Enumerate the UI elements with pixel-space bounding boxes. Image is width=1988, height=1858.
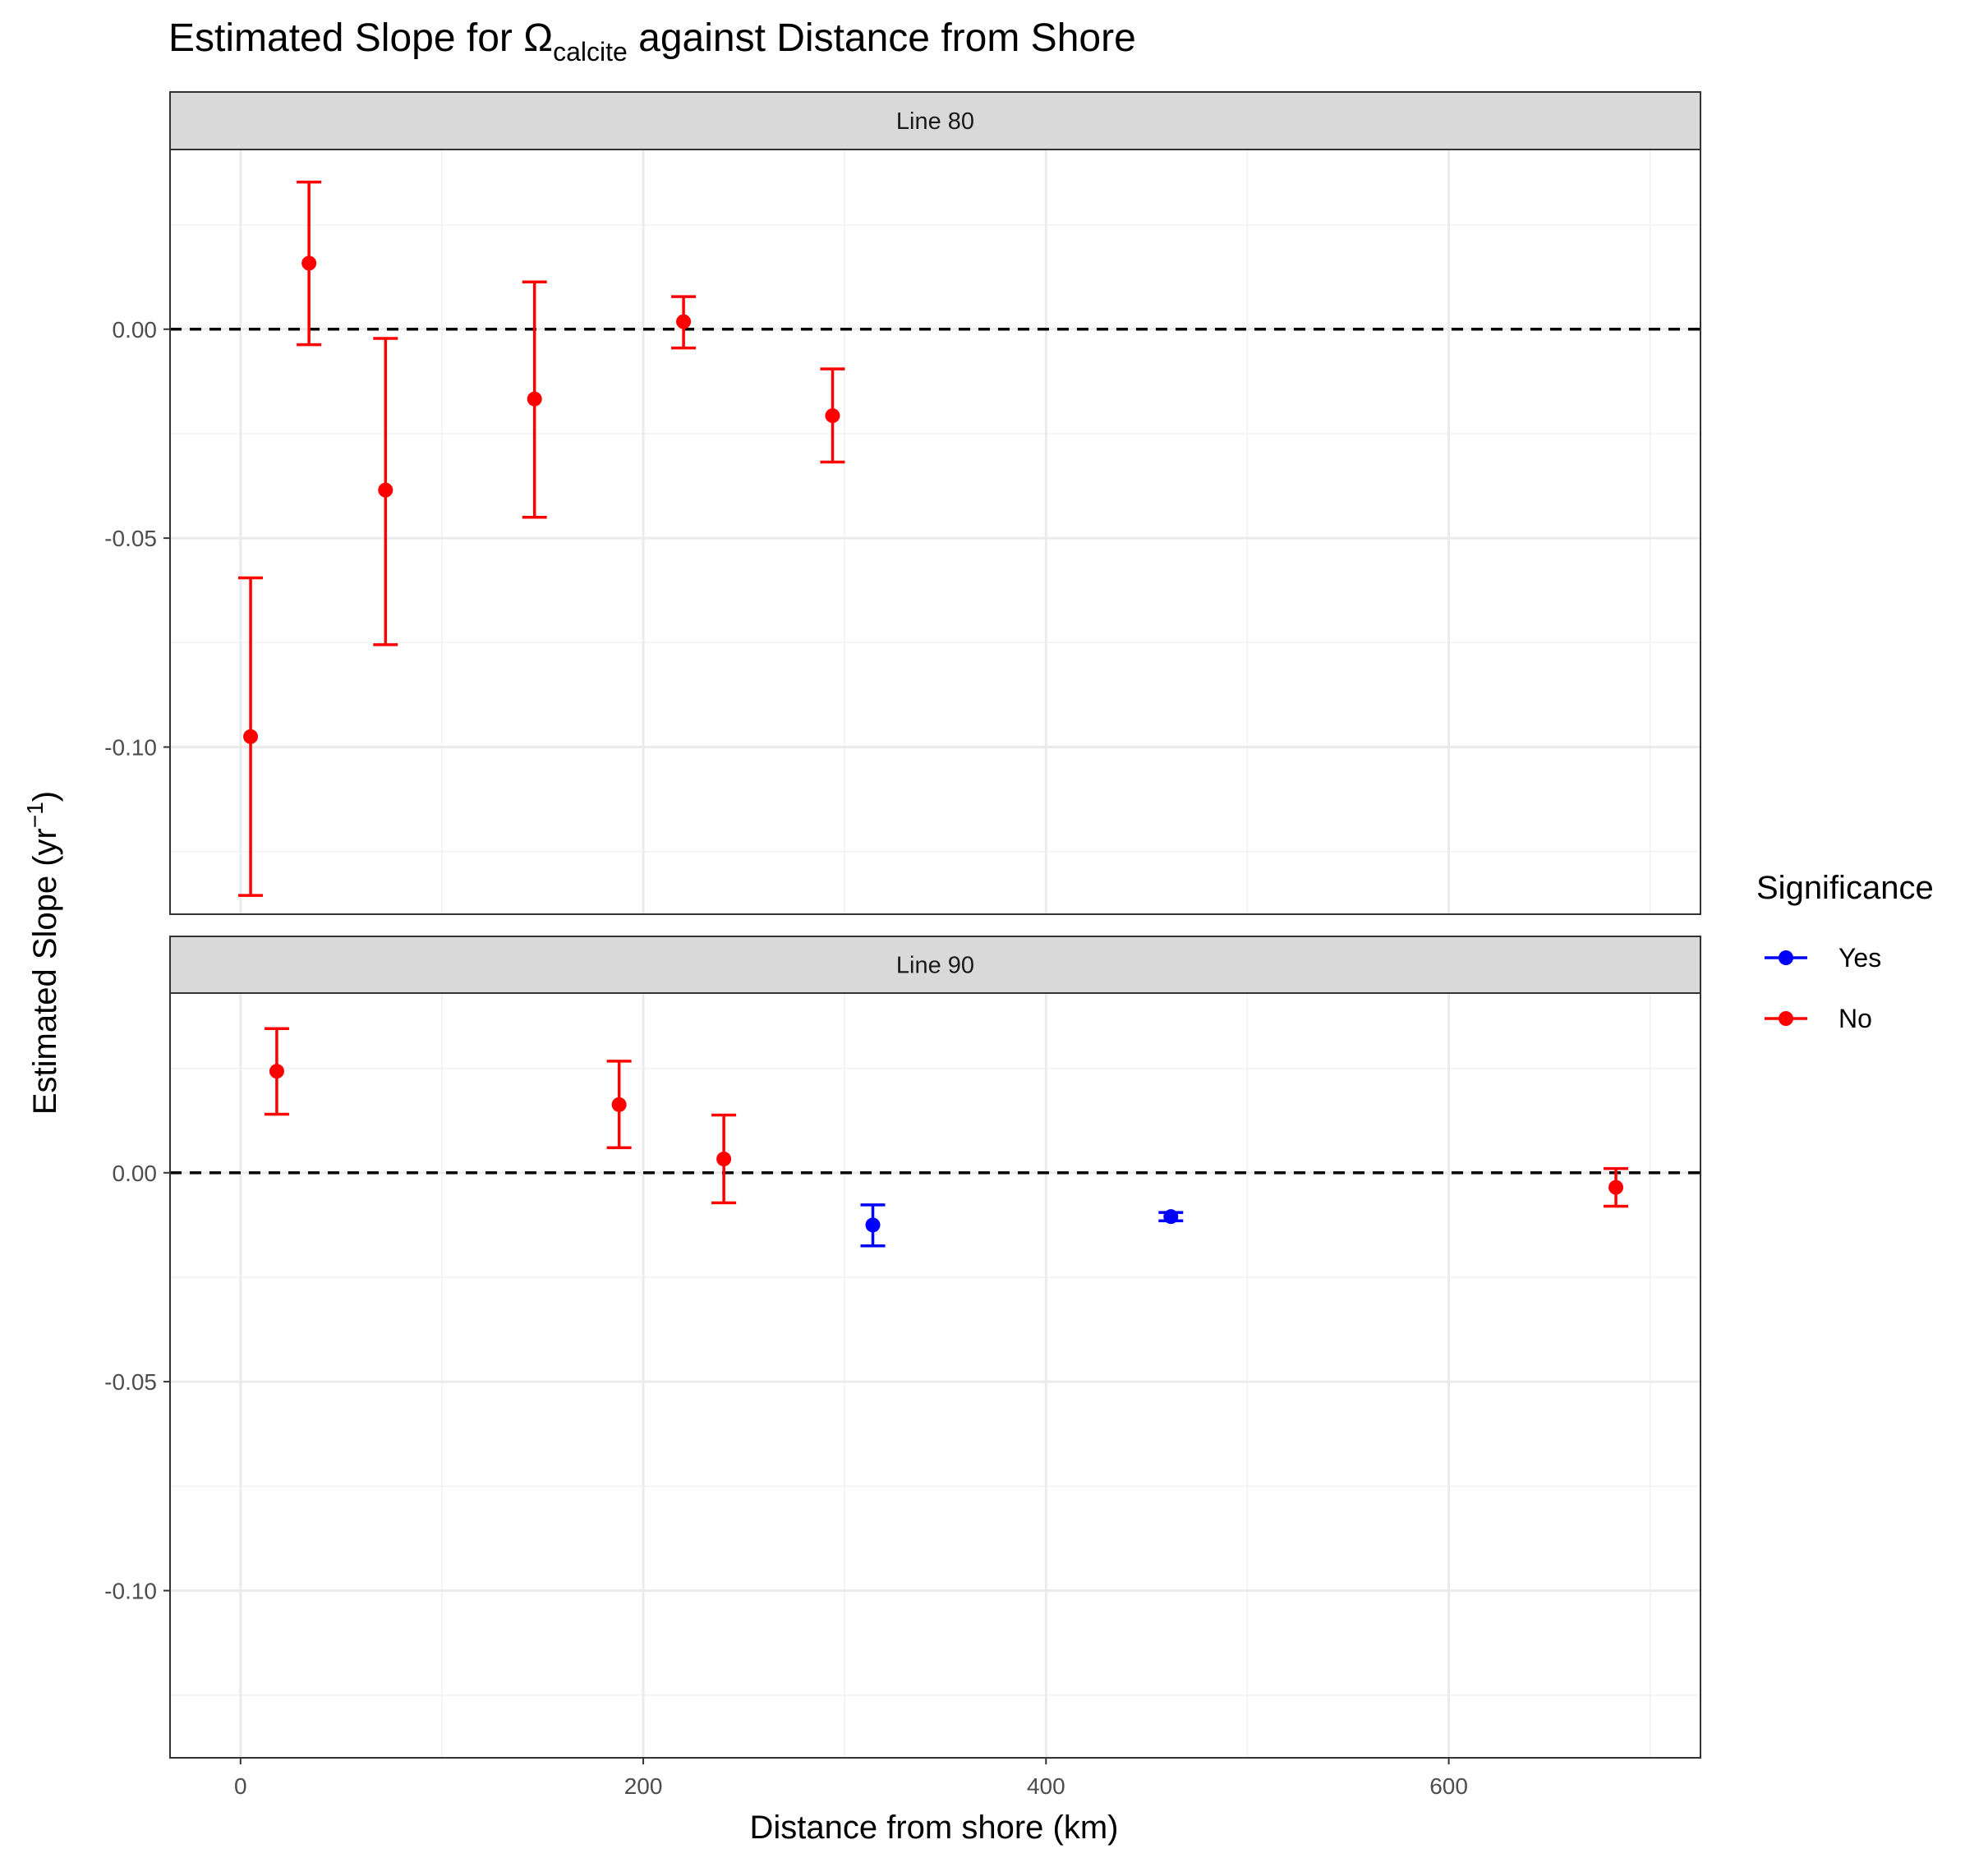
facet-strip <box>169 936 1701 994</box>
panel-2: Line 90 0.00 -0.05 -0.10 0 200 400 600 <box>104 936 1701 1799</box>
x-tick-label: 600 <box>1429 1773 1468 1799</box>
y-tick-label: 0.00 <box>113 317 158 343</box>
x-tick-label: 200 <box>624 1773 663 1799</box>
y-tick-label: -0.10 <box>104 735 157 761</box>
y-axis-title-rest: ) <box>27 791 63 802</box>
data-point <box>243 729 259 744</box>
legend-entry-yes: Yes <box>1765 943 1881 973</box>
y-tick-label: -0.05 <box>104 526 157 551</box>
y-tick-label: 0.00 <box>113 1161 158 1186</box>
data-point-group <box>238 576 264 897</box>
x-axis-title: Distance from shore (km) <box>750 1810 1119 1846</box>
panel-background <box>170 149 1700 914</box>
data-point-group <box>373 337 398 646</box>
chart-title-rest: against Distance from Shore <box>628 16 1136 60</box>
panel-background <box>170 993 1700 1758</box>
chart-title-subscript: calcite <box>553 37 628 67</box>
data-point-group <box>297 180 322 347</box>
data-point-group <box>860 1203 886 1248</box>
data-point <box>1608 1180 1624 1195</box>
data-point-group <box>522 280 547 519</box>
facet-strip-label: Line 80 <box>896 108 974 135</box>
data-point <box>301 255 317 271</box>
y-axis-title: Estimated Slope (yr−1) <box>22 791 63 1115</box>
data-point-group <box>820 367 845 464</box>
data-point-group <box>671 295 697 350</box>
y-axis-title-superscript: −1 <box>22 802 48 828</box>
data-point <box>527 391 542 407</box>
facet-strip-label: Line 90 <box>896 953 974 979</box>
legend-key-point <box>1779 1011 1793 1026</box>
legend-entry-no: No <box>1765 1004 1872 1033</box>
chart-title: Estimated Slope for Ωcalcite against Dis… <box>168 16 1136 67</box>
legend-label: No <box>1838 1004 1872 1033</box>
data-point-group <box>711 1113 737 1205</box>
y-tick-label: -0.10 <box>104 1579 157 1604</box>
data-point <box>716 1151 732 1166</box>
legend-key-point <box>1779 950 1793 965</box>
chart-title-main: Estimated Slope for Ω <box>168 16 553 60</box>
data-point-group <box>264 1027 289 1116</box>
data-point <box>269 1064 284 1079</box>
data-point <box>378 482 393 498</box>
y-tick-label: -0.05 <box>104 1369 157 1395</box>
x-tick-label: 0 <box>234 1773 247 1799</box>
y-axis-title-main: Estimated Slope (yr <box>27 828 63 1115</box>
x-tick-label: 400 <box>1027 1773 1065 1799</box>
data-point <box>825 408 840 424</box>
data-point-group <box>606 1060 632 1149</box>
legend-label: Yes <box>1838 943 1881 973</box>
data-point <box>865 1217 881 1233</box>
data-point <box>611 1097 627 1112</box>
data-point <box>676 314 692 329</box>
facet-strip <box>169 91 1701 150</box>
panel-1: Line 80 0.00 -0.05 -0.10 <box>104 91 1701 915</box>
data-point-group <box>1604 1166 1629 1208</box>
legend-title: Significance <box>1756 870 1934 906</box>
data-point <box>1163 1209 1179 1225</box>
data-point-group <box>1158 1209 1184 1225</box>
legend: Significance Yes No <box>1756 870 1934 1033</box>
panels: Line 80 0.00 -0.05 -0.10 Line 90 0.00 -0.05 -0.… <box>104 91 1701 1799</box>
